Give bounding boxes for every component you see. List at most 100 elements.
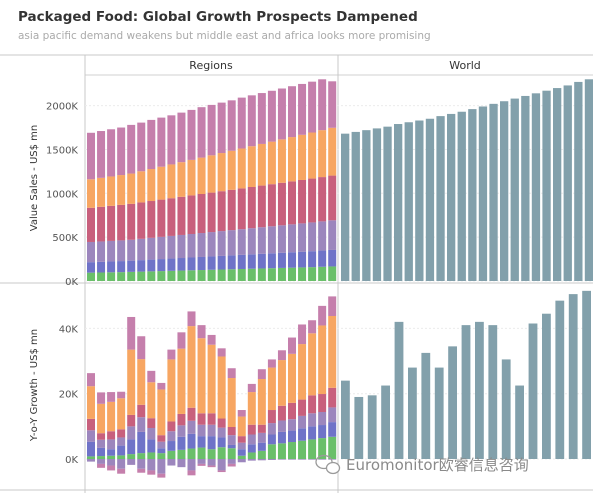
regions-growth-bar-0-seg-3	[87, 418, 95, 431]
y-tick-label: 40K	[59, 324, 79, 335]
regions-growth-bar-12-seg-0	[207, 449, 216, 459]
regions-growth-bar-22-seg-5	[308, 320, 317, 334]
regions-growth-bar-1-seg-2	[97, 439, 106, 448]
regions-growth-bar-6-seg-1	[147, 439, 156, 453]
world-sales-bar-6	[404, 122, 413, 281]
y-ticks-yoy-growth: 0K 20K 40K	[59, 324, 79, 466]
regions-sales-bar-2-seg-1	[107, 261, 116, 273]
regions-growth-bar-17-seg-3	[257, 424, 266, 433]
regions-sales-bar-16-seg-1	[247, 254, 256, 269]
regions-sales-bar-2-seg-5	[107, 129, 116, 177]
regions-growth-bar-10-seg-3	[187, 407, 196, 421]
regions-growth-bar-1-seg-1	[97, 447, 106, 457]
regions-growth-bar-11-seg-0	[197, 447, 206, 459]
regions-sales-bar-22-seg-4	[308, 132, 317, 179]
regions-growth-bar-0-seg-4	[87, 386, 95, 419]
regions-sales-bar-0-seg-2	[87, 241, 95, 263]
watermark-text: Euromonitor欧睿信息咨询	[346, 456, 529, 474]
world-sales-bar-5	[394, 124, 403, 282]
regions-growth-bar-14-seg-2	[227, 435, 236, 445]
regions-sales-bar-4-seg-4	[127, 173, 136, 204]
regions-sales-bar-7-seg-0	[157, 271, 166, 281]
regions-growth-bar-13-seg-1	[217, 437, 226, 448]
regions-growth-bar-6-neg-1	[147, 470, 156, 475]
regions-growth-bar-3-seg-2	[117, 437, 126, 446]
regions-growth-bar-8-seg-4	[167, 359, 176, 422]
regions-sales-bar-9-seg-5	[177, 112, 186, 163]
regions-growth-bar-3-seg-0	[117, 455, 126, 459]
regions-growth-bar-21-neg-0	[298, 459, 307, 460]
regions-growth-bar-3-seg-1	[117, 445, 126, 456]
regions-growth-bar-6-seg-2	[147, 427, 156, 440]
regions-growth-bar-8-seg-5	[167, 349, 176, 360]
regions-sales-bar-5-seg-1	[137, 260, 146, 272]
regions-growth-bar-10-neg-1	[187, 470, 196, 476]
regions-sales-bar-15-seg-1	[237, 254, 246, 269]
regions-growth-bar-23-seg-1	[318, 425, 327, 439]
wechat-icon	[315, 454, 341, 475]
regions-growth-bar-14-seg-4	[227, 378, 236, 428]
regions-growth-bar-11-seg-2	[197, 424, 206, 437]
regions-sales-bar-10-seg-3	[187, 195, 196, 234]
regions-sales-bar-17-seg-3	[257, 185, 266, 228]
regions-sales-bar-22-seg-0	[308, 267, 317, 281]
regions-growth-bar-13-neg-1	[217, 470, 226, 473]
regions-growth-bar-5-seg-1	[137, 431, 146, 454]
regions-sales-bar-7-seg-1	[157, 259, 166, 272]
regions-growth-bar-5-seg-0	[137, 453, 146, 459]
regions-growth-bar-10-seg-4	[187, 326, 196, 408]
regions-sales-bar-18-seg-4	[267, 141, 276, 185]
regions-sales-bar-7-seg-2	[157, 236, 166, 260]
regions-growth-bar-17-seg-4	[257, 379, 266, 425]
regions-sales-bar-17-seg-1	[257, 253, 266, 269]
world-sales-bar-19	[542, 90, 551, 281]
regions-growth-bar-7-seg-4	[157, 389, 166, 436]
regions-sales-bar-11-seg-3	[197, 194, 206, 234]
regions-sales-bar-14-seg-4	[227, 150, 236, 190]
regions-growth-bar-19-seg-1	[277, 431, 286, 444]
regions-sales-bar-14-seg-5	[227, 100, 236, 151]
regions-sales-bar-19-seg-5	[277, 88, 286, 140]
regions-sales-bar-0-seg-3	[87, 207, 95, 242]
regions-sales-bar-20-seg-5	[288, 86, 296, 138]
regions-growth-bar-20-seg-5	[288, 337, 296, 354]
y-ticks-value-sales: 0K 500K 1000K 1500K 2000K	[46, 102, 78, 288]
regions-growth-bar-19-seg-5	[277, 350, 286, 361]
regions-sales-bar-6-seg-0	[147, 271, 156, 281]
regions-growth-bar-22-seg-2	[308, 413, 317, 427]
regions-sales-bar-19-seg-1	[277, 252, 286, 268]
regions-growth-bar-18-seg-1	[267, 434, 276, 445]
regions-growth-bar-19-seg-0	[277, 443, 286, 459]
regions-growth-bar-18-seg-0	[267, 444, 276, 459]
regions-growth-bar-15-seg-2	[237, 442, 246, 450]
world-sales-bar-23	[584, 79, 593, 281]
regions-growth-bar-2-seg-1	[107, 449, 116, 456]
regions-sales-bar-15-seg-5	[237, 97, 246, 149]
y-tick-label: 500K	[52, 233, 78, 244]
regions-sales-bar-17-seg-5	[257, 93, 266, 144]
regions-sales-bar-7-seg-3	[157, 199, 166, 237]
regions-sales-bar-20-seg-0	[288, 267, 296, 281]
world-growth-bar-0	[341, 380, 350, 459]
world-sales-bar-10	[447, 113, 456, 282]
y-tick-label: 0K	[65, 455, 78, 466]
regions-growth-bar-15-neg-0	[237, 459, 246, 463]
regions-sales-bar-4-seg-0	[127, 271, 136, 281]
regions-growth-bar-16-seg-5	[247, 383, 256, 393]
regions-growth-bar-7-neg-1	[157, 473, 166, 478]
regions-growth-bar-4-neg-0	[127, 459, 136, 465]
world-sales-bar-16	[510, 98, 519, 281]
regions-sales-bar-0-seg-5	[87, 132, 95, 180]
regions-growth-bar-17-seg-0	[257, 450, 266, 459]
regions-sales-bar-10-seg-5	[187, 109, 196, 160]
world-sales-bar-17	[521, 95, 530, 281]
regions-growth-bar-16-seg-0	[247, 452, 256, 459]
regions-sales-bar-9-seg-2	[177, 234, 186, 259]
y-axis-label-value-sales: Value Sales - US$ mn	[29, 125, 40, 232]
world-growth-bar-5	[408, 367, 417, 459]
regions-growth-bar-0-seg-0	[87, 456, 95, 459]
regions-growth-bar-1-seg-4	[97, 403, 106, 434]
regions-growth-bar-7-neg-0	[157, 459, 166, 474]
panel-header-regions: Regions	[189, 59, 233, 72]
y-tick-label: 1000K	[46, 189, 78, 200]
